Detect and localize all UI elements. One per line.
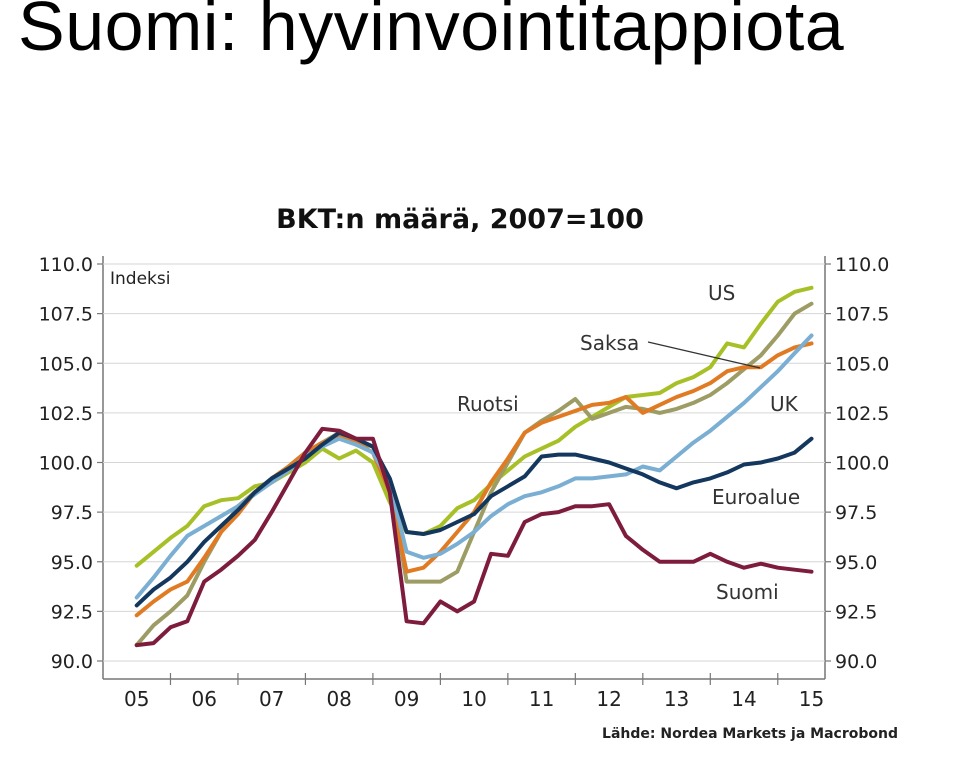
y-tick-label-left: 105.0	[39, 353, 93, 375]
y-axis-left: 90.0 92.5 95.0 97.5 100.0 102.5 105.0 107.5 110.…	[39, 254, 103, 673]
saksa-leader-line	[647, 341, 761, 369]
y-tick-label-right: 107.5	[835, 304, 889, 326]
series-line-saksa	[134, 301, 814, 648]
y-tick-label-right: 97.5	[835, 502, 877, 524]
y-tick-label-left: 95.0	[51, 552, 93, 574]
y-tick-label-left: 110.0	[39, 254, 93, 276]
x-tick-label: 14	[731, 687, 756, 711]
x-tick-label: 11	[529, 687, 554, 711]
plot-frame	[102, 256, 826, 680]
x-tick-label: 06	[191, 687, 216, 711]
y-tick-label-right: 90.0	[835, 651, 877, 673]
series-label-ruotsi: Ruotsi	[457, 392, 519, 416]
series-label-saksa: Saksa	[580, 331, 639, 355]
x-tick-label: 08	[326, 687, 351, 711]
x-tick-label: 13	[664, 687, 689, 711]
y-tick-label-right: 110.0	[835, 254, 889, 276]
slide-title: Suomi: hyvinvointitappiota	[18, 0, 845, 65]
series-line-suomi	[134, 426, 814, 648]
series-label-euroalue: Euroalue	[712, 485, 800, 509]
y-axis-unit-label: Indeksi	[110, 269, 170, 289]
series-label-suomi: Suomi	[716, 580, 779, 604]
x-tick-label: 05	[124, 687, 149, 711]
y-tick-label-left: 100.0	[39, 453, 93, 475]
y-tick-label-left: 92.5	[51, 601, 93, 623]
x-tick-label: 12	[596, 687, 621, 711]
y-tick-label-right: 92.5	[835, 601, 877, 623]
y-tick-label-left: 97.5	[51, 502, 93, 524]
y-axis-right: 90.0 92.5 95.0 97.5 100.0 102.5 105.0 107.5 110.…	[825, 254, 889, 673]
x-tick-label: 07	[259, 687, 284, 711]
source-note: Lähde: Nordea Markets ja Macrobond	[602, 726, 898, 742]
series-line-us	[134, 285, 814, 568]
series-label-us: US	[708, 281, 735, 305]
y-tick-label-right: 95.0	[835, 552, 877, 574]
y-tick-label-right: 100.0	[835, 453, 889, 475]
y-tick-label-right: 105.0	[835, 353, 889, 375]
series-lines	[134, 285, 814, 648]
series-label-uk: UK	[770, 392, 799, 416]
x-tick-label: 09	[394, 687, 419, 711]
x-tick-label: 10	[461, 687, 486, 711]
gridlines	[103, 263, 825, 662]
y-tick-label-left: 102.5	[39, 403, 93, 425]
series-line-euroalue	[134, 430, 814, 608]
x-tick-label: 15	[799, 687, 824, 711]
y-tick-label-left: 90.0	[51, 651, 93, 673]
chart-title: BKT:n määrä, 2007=100	[276, 204, 644, 235]
series-annotations: US Saksa Ruotsi UK Euroalue Suomi	[457, 281, 800, 604]
x-axis: 05 06 07 08 09 10 11 12 13 14 15	[124, 673, 824, 711]
y-tick-label-left: 107.5	[39, 304, 93, 326]
y-tick-label-right: 102.5	[835, 403, 889, 425]
